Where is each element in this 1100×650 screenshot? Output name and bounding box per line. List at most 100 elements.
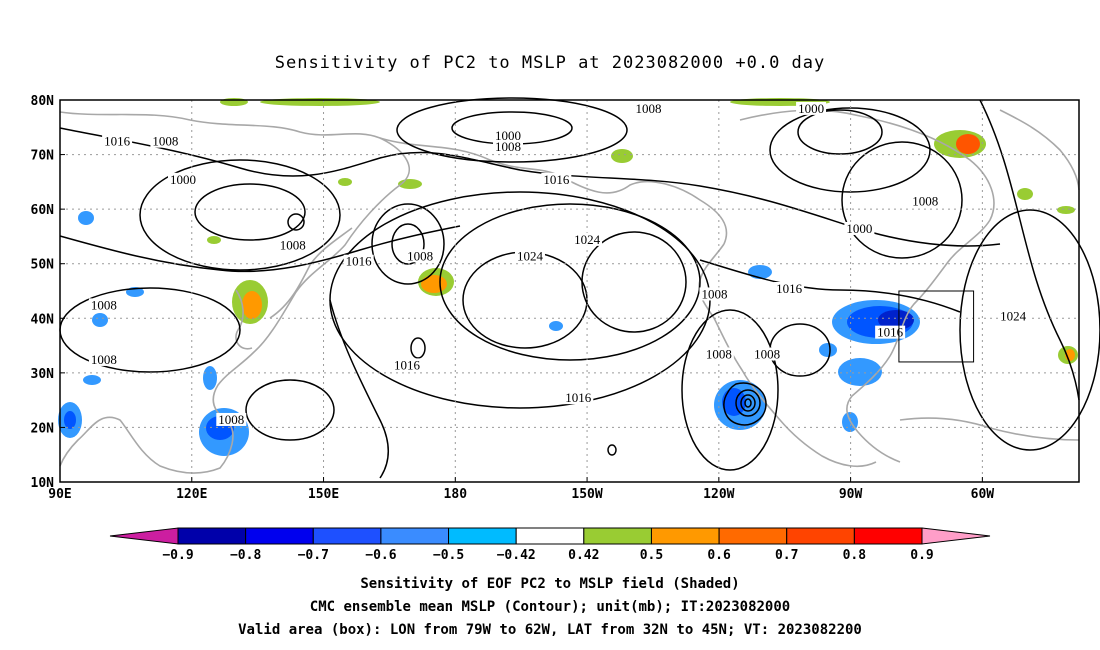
colorbar-end-high — [921, 527, 991, 545]
lon-tick-label: 180 — [444, 487, 468, 502]
contour-label: 1016 — [565, 390, 592, 405]
shade-blob — [748, 265, 772, 279]
shade-blob — [64, 411, 76, 429]
map-grid — [60, 100, 1079, 482]
contour-label-bg — [216, 412, 247, 426]
contour-label-bg — [541, 172, 572, 186]
contour-low-siberia-inner — [194, 183, 306, 241]
caption-line-2: CMC ensemble mean MSLP (Contour); unit(m… — [310, 599, 790, 615]
shade-blob — [838, 358, 882, 386]
contour-label-bg — [633, 101, 664, 115]
shade-blob — [92, 313, 108, 327]
map-frame — [59, 99, 1080, 483]
colorbar: −0.9 −0.8 −0.7 −0.6 −0.5 −0.42 0.42 0.5 0.6 0.7 0.… — [109, 527, 991, 563]
lat-tick-label: 40N — [31, 312, 55, 327]
latitude-labels: 80N 70N 60N 50N 40N 30N 20N 10N — [31, 94, 65, 491]
contour-label-bg — [774, 282, 805, 295]
colorbar-swatch — [853, 527, 923, 545]
colorbar-tick-label: −0.7 — [298, 548, 329, 563]
contour-low-bering — [396, 97, 628, 163]
lon-tick-label: 120W — [703, 487, 734, 502]
contour-label-bg — [277, 238, 308, 252]
contour-label: 1016 — [104, 134, 131, 149]
shade-blob — [611, 149, 633, 163]
lon-tick-label: 90E — [48, 487, 71, 502]
contour-small-low-3 — [607, 444, 617, 456]
caption-line-3: Valid area (box): LON from 79W to 62W, L… — [238, 622, 862, 638]
contour-band-mid — [59, 225, 961, 313]
contour-label-bg — [998, 309, 1029, 323]
lon-tick-label: 150W — [571, 487, 602, 502]
contour-label: 1024 — [1000, 308, 1027, 323]
lon-tick-label: 60W — [971, 487, 995, 502]
colorbar-tick-label: −0.8 — [230, 548, 261, 563]
contour-label: 1008 — [152, 134, 178, 149]
colorbar-tick-label: 0.5 — [640, 548, 663, 563]
colorbar-tick-label: 0.7 — [775, 548, 798, 563]
lat-tick-label: 20N — [31, 421, 55, 436]
colorbar-tick-label: −0.5 — [433, 548, 464, 563]
shade-blob — [203, 366, 217, 390]
contour-label-bg — [493, 129, 524, 143]
contour-label-bg — [699, 287, 730, 301]
contour-label: 1008 — [407, 248, 433, 263]
contour-label-bg — [563, 391, 594, 405]
lat-tick-label: 10N — [31, 476, 55, 491]
contour-label-bg — [88, 352, 119, 366]
lon-tick-label: 150E — [308, 487, 339, 502]
contour-label: 1024 — [517, 248, 544, 263]
lon-tick-label: 90W — [839, 487, 863, 502]
colorbar-swatch — [583, 527, 652, 545]
lat-tick-label: 80N — [31, 94, 55, 109]
colorbar-swatch — [177, 527, 247, 545]
contour-low-philippines — [245, 379, 335, 441]
contour-label: 1024 — [574, 232, 601, 247]
contour-low-labrador — [841, 141, 963, 259]
contour-low-canada-inner — [797, 109, 883, 155]
colorbar-tick-label: 0.6 — [707, 548, 731, 563]
contour-label-bg — [910, 194, 941, 208]
colorbar-swatch — [448, 527, 517, 545]
contour-label: 1008 — [706, 346, 732, 361]
coastline-siberia — [379, 137, 728, 245]
colorbar-end-low — [109, 527, 179, 545]
contour-label-bg — [796, 101, 827, 115]
contour-label: 1000 — [846, 221, 872, 236]
contour-label-bg — [514, 249, 545, 263]
shade-blob — [819, 343, 837, 357]
shade-blob — [1017, 188, 1033, 200]
contour-label-bg — [405, 249, 436, 263]
longitude-labels: 90E 120E 150E 180 150W 120W 90W 60W — [48, 477, 994, 502]
contour-high-pacific-b — [581, 231, 687, 333]
contour-label: 1008 — [636, 101, 662, 116]
colorbar-swatch — [245, 527, 314, 545]
contour-label: 1016 — [394, 357, 421, 372]
shade-blob — [83, 375, 101, 385]
shade-blob — [956, 134, 980, 154]
contour-label: 1000 — [798, 101, 824, 116]
contour-hurricane-core-3 — [744, 398, 752, 408]
contour-label: 1008 — [495, 139, 521, 154]
shade-blob — [421, 275, 447, 293]
contour-label: 1008 — [912, 194, 938, 209]
contour-label-bg — [752, 347, 783, 361]
contour-label: 1008 — [280, 237, 306, 252]
contour-low-siberia — [139, 159, 341, 271]
colorbar-swatch — [312, 527, 382, 545]
contour-label: 1000 — [495, 128, 521, 143]
colorbar-tick-label: −0.9 — [162, 548, 193, 563]
colorbar-swatch — [718, 527, 788, 545]
contour-label-bg — [391, 358, 422, 372]
colorbar-tick-label: 0.8 — [843, 548, 867, 563]
contour-small-low-2 — [287, 213, 305, 231]
lat-tick-label: 60N — [31, 203, 55, 218]
contour-label-bg — [167, 172, 198, 186]
lon-tick-label: 120E — [176, 487, 207, 502]
shade-blob — [1057, 206, 1075, 214]
shade-blob — [220, 98, 248, 106]
contour-label: 1008 — [218, 412, 244, 427]
shade-blob — [260, 98, 380, 106]
contour-label-bg — [150, 134, 181, 148]
